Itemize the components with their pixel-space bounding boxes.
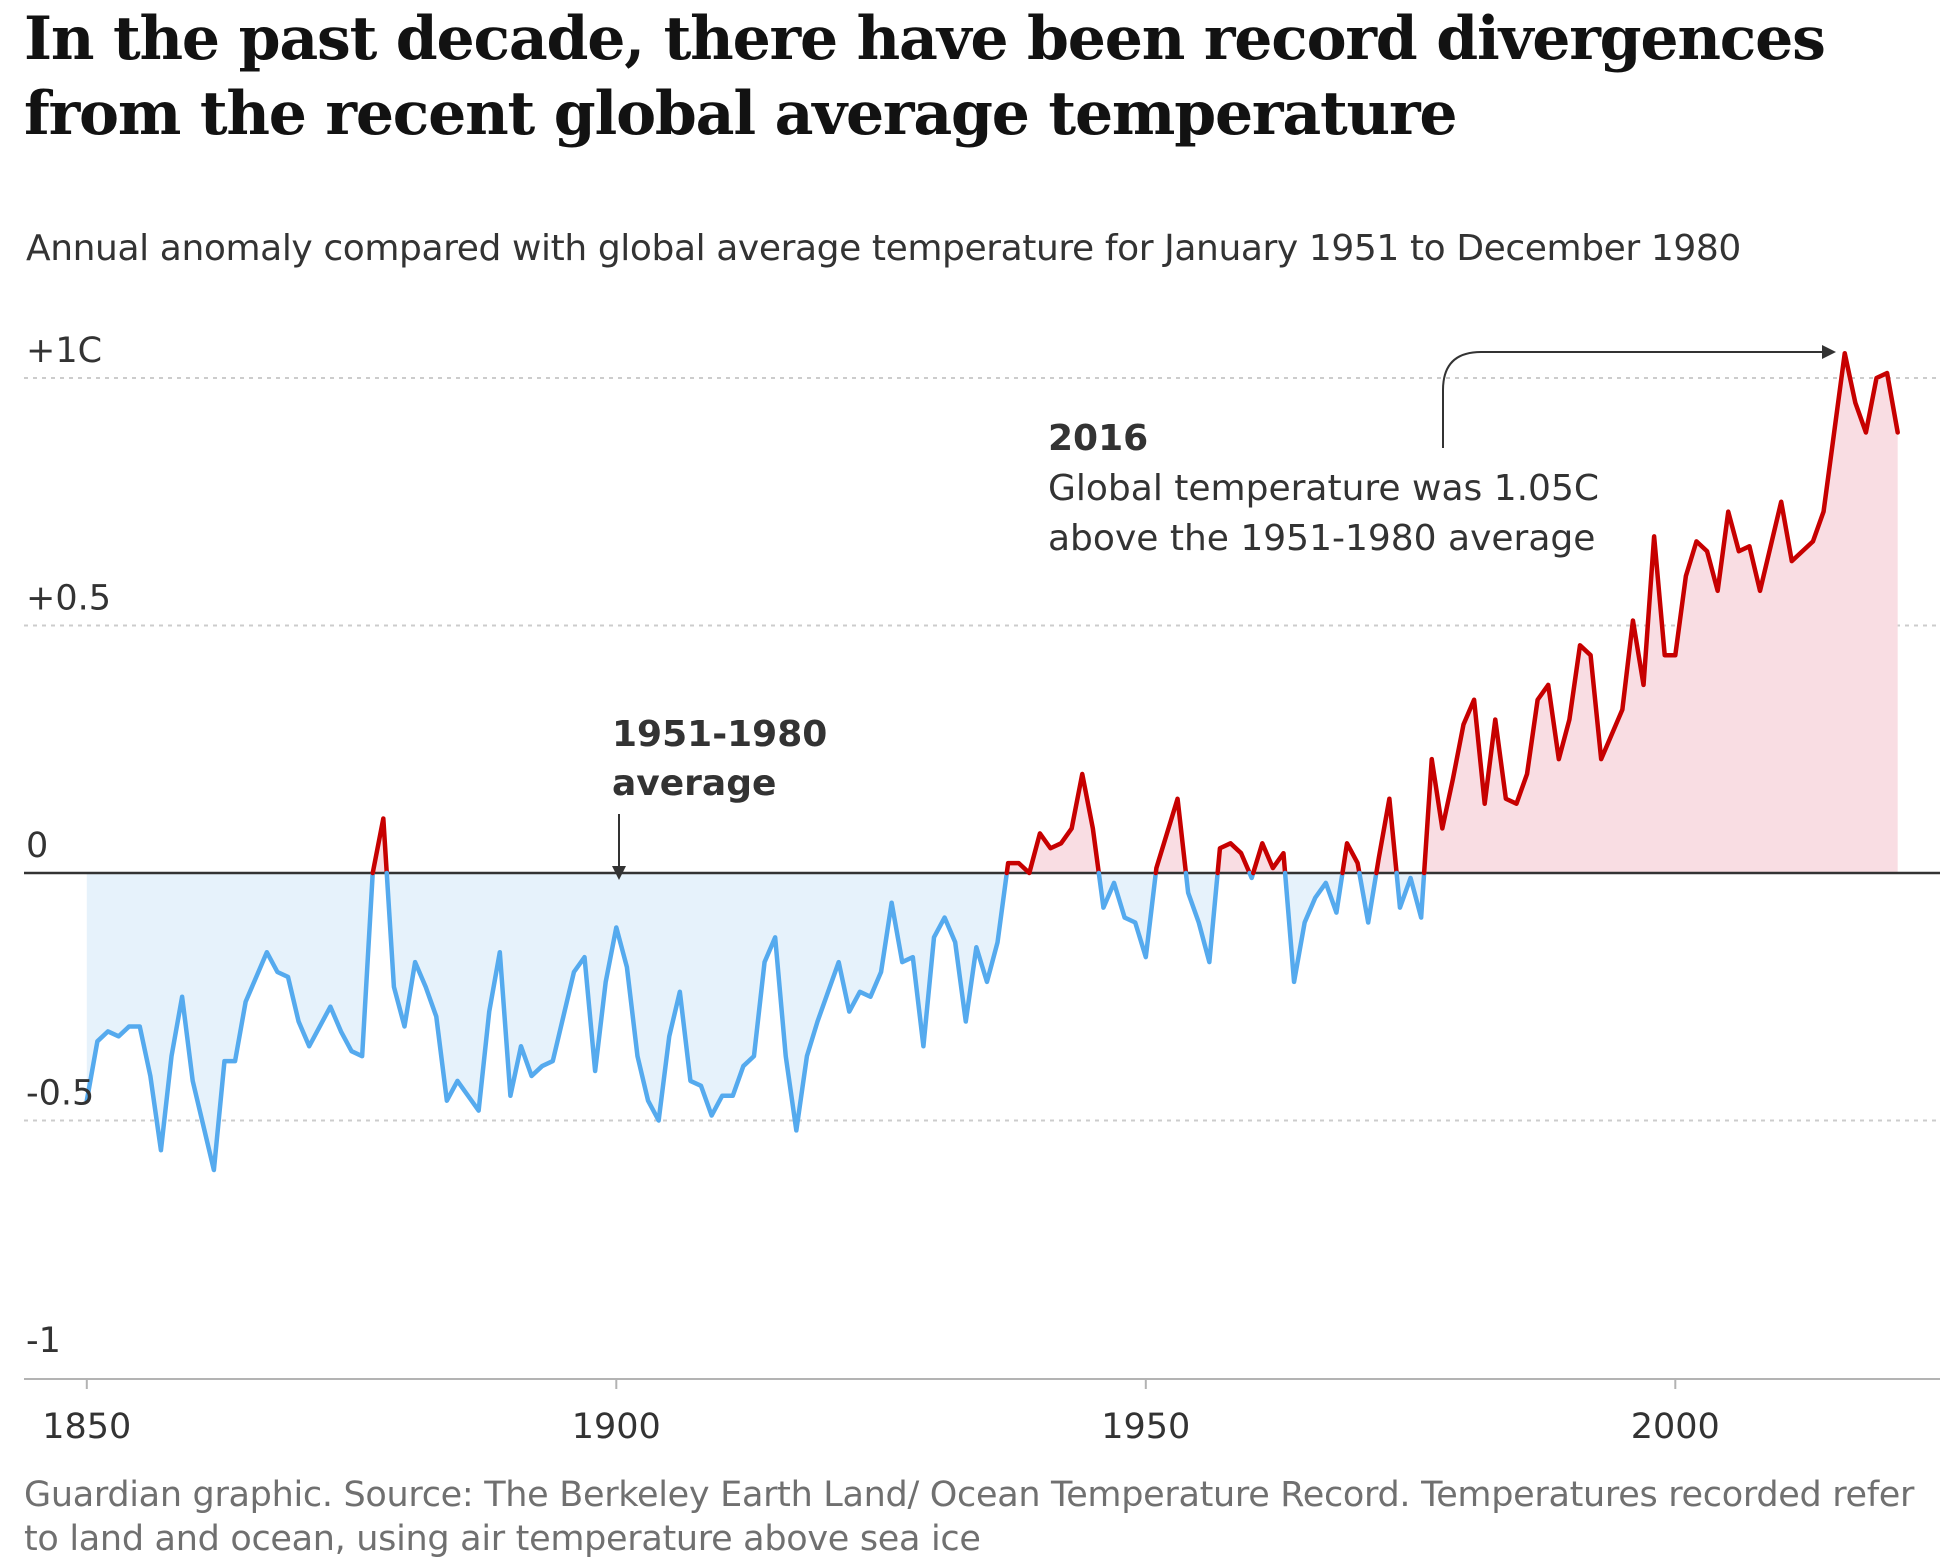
below-average-line-4 <box>1096 870 1159 960</box>
chart-title: In the past decade, there have been reco… <box>24 4 1826 149</box>
above-average-line-11 <box>1340 841 1362 876</box>
above-average-line-9 <box>1250 841 1288 876</box>
source-note: Guardian graphic. Source: The Berkeley E… <box>24 1475 1915 1559</box>
peak-annotation-line2: above the 1951-1980 average <box>1048 518 1595 559</box>
x-tick-label: 1950 <box>1101 1407 1190 1447</box>
average-annotation: 1951-1980 average <box>612 714 827 880</box>
y-tick-label: 0 <box>26 826 48 866</box>
grid-lines <box>24 377 1940 1122</box>
above-average-line-1 <box>370 816 389 876</box>
y-tick-label: +1C <box>26 331 102 371</box>
anomaly-areas <box>86 353 1898 1170</box>
y-tick-label: -0.5 <box>26 1074 94 1114</box>
average-annotation-line2: average <box>612 763 776 804</box>
below-average-line-0 <box>84 870 375 1173</box>
below-average-area-10 <box>1285 873 1343 982</box>
above-average-line-7 <box>1215 841 1252 876</box>
above-average-area-3 <box>1006 774 1099 873</box>
above-average-line-5 <box>1153 796 1189 876</box>
peak-annotation-arrow <box>1442 351 1828 448</box>
above-average-line-3 <box>1004 771 1102 876</box>
below-average-line-6 <box>1183 870 1220 965</box>
peak-annotation-year: 2016 <box>1048 418 1148 459</box>
anomaly-lines <box>84 351 1900 1173</box>
above-average-line-13 <box>1374 796 1399 876</box>
x-tick-label: 1850 <box>42 1407 131 1447</box>
y-tick-label: -1 <box>26 1321 61 1361</box>
y-axis-ticks: +1C +0.5 0 -0.5 -1 <box>26 331 111 1361</box>
chart-subtitle: Annual anomaly compared with global aver… <box>26 228 1741 269</box>
peak-annotation: 2016 Global temperature was 1.05C above … <box>1048 345 1836 559</box>
above-average-area-7 <box>1217 843 1250 873</box>
below-average-line-2 <box>384 870 1010 1133</box>
below-average-line-10 <box>1282 870 1345 985</box>
below-average-area-0 <box>86 873 373 1170</box>
peak-annotation-arrowhead <box>1822 345 1836 359</box>
x-tick-label: 2000 <box>1631 1407 1720 1447</box>
below-average-line-12 <box>1357 870 1379 925</box>
below-average-line-14 <box>1394 870 1427 920</box>
x-tick-label: 1900 <box>572 1407 661 1447</box>
y-tick-label: +0.5 <box>26 579 111 619</box>
average-annotation-arrowhead <box>612 866 626 880</box>
peak-annotation-line1: Global temperature was 1.05C <box>1048 468 1599 509</box>
below-average-area-14 <box>1396 873 1425 918</box>
average-annotation-line1: 1951-1980 <box>612 714 827 755</box>
x-axis: 1850 1900 1950 2000 <box>24 1378 1940 1447</box>
above-average-line-15 <box>1421 351 1900 876</box>
